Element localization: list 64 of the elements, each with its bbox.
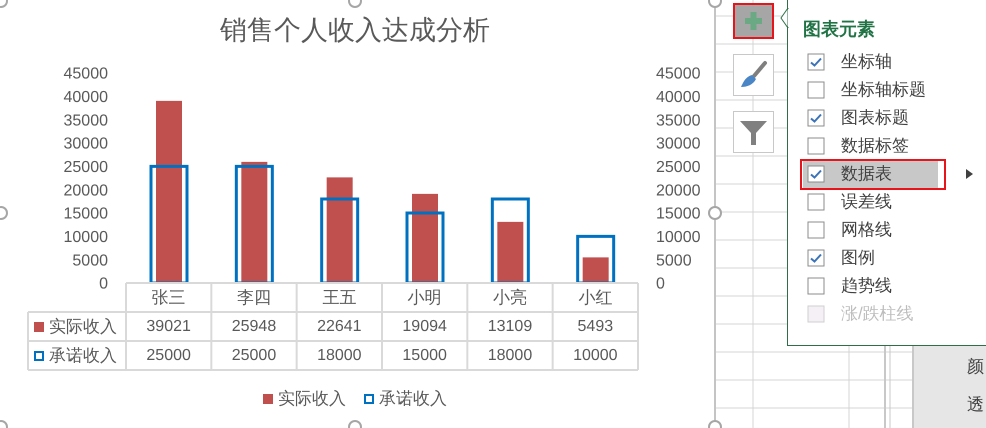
legend-label: 承诺收入 — [49, 346, 117, 366]
data-label: 15000 — [401, 346, 448, 366]
y-tick-label: 30000 — [64, 136, 108, 153]
chart-title: 销售个人收入达成分析 — [219, 14, 491, 47]
y2-tick-label: 15000 — [656, 206, 701, 223]
text: 承诺收入 — [379, 389, 447, 408]
y2-tick-label: 20000 — [656, 182, 701, 200]
legend-label: 实际收入 — [49, 316, 117, 336]
bar — [490, 198, 530, 283]
y-tick-label: 35000 — [64, 112, 108, 130]
text: 网格线 — [841, 219, 892, 241]
data-label: 5493 — [576, 317, 614, 337]
bar — [576, 234, 616, 283]
x-tick-label: 小红 — [578, 288, 612, 307]
data-label: 18000 — [316, 346, 363, 366]
data-label: 18000 — [486, 346, 534, 366]
y-tick-label: 10000 — [64, 229, 108, 246]
data-label: 13109 — [486, 317, 534, 337]
bar — [497, 222, 524, 283]
x-tick-label: 李四 — [237, 288, 271, 307]
y2-tick-label: 30000 — [656, 136, 701, 153]
x-tick-label: 张三 — [152, 288, 186, 307]
text: 图表元素 — [803, 18, 875, 41]
y-tick-label: 20000 — [64, 182, 108, 200]
bar — [582, 257, 609, 283]
y2-tick-label: 10000 — [656, 229, 701, 246]
text: 误差线 — [841, 191, 892, 213]
y2-tick-label: 0 — [656, 276, 665, 293]
data-label: 25948 — [230, 317, 278, 337]
data-label: 19094 — [401, 317, 448, 337]
data-label: 10000 — [572, 346, 619, 366]
y-tick-label: 40000 — [64, 89, 108, 106]
y2-tick-label: 45000 — [656, 66, 701, 83]
y-tick-label: 5000 — [72, 252, 108, 270]
bar — [241, 162, 268, 283]
y-tick-label: 15000 — [64, 206, 108, 223]
bar — [412, 194, 438, 283]
y2-tick-label: 5000 — [656, 252, 692, 270]
data-label: 22641 — [316, 317, 363, 337]
text: 图表标题 — [841, 107, 909, 129]
text: 颜 — [967, 356, 984, 378]
text: 实际收入 — [278, 389, 346, 408]
y2-tick-label: 40000 — [656, 89, 701, 106]
data-label: 39021 — [145, 317, 192, 337]
y2-tick-label: 35000 — [656, 112, 701, 130]
text: 趋势线 — [841, 275, 892, 297]
text: 图例 — [841, 247, 875, 269]
text: 坐标轴 — [841, 51, 892, 73]
data-label: 25000 — [230, 346, 278, 366]
text: 透 — [967, 394, 984, 416]
text: 数据标签 — [841, 135, 909, 157]
y-tick-label: 45000 — [64, 66, 108, 83]
text: 涨/跌柱线 — [841, 303, 914, 325]
y-tick-label: 25000 — [64, 159, 108, 176]
y2-tick-label: 25000 — [656, 159, 701, 176]
bar — [156, 100, 182, 283]
x-tick-label: 小亮 — [493, 288, 527, 307]
text: 数据表 — [841, 163, 892, 185]
data-label: 25000 — [145, 346, 192, 366]
bar — [326, 177, 353, 283]
x-tick-label: 王五 — [322, 288, 356, 307]
x-tick-label: 小明 — [408, 288, 442, 307]
text: 坐标轴标题 — [841, 79, 926, 101]
y-tick-label: 0 — [99, 276, 108, 293]
